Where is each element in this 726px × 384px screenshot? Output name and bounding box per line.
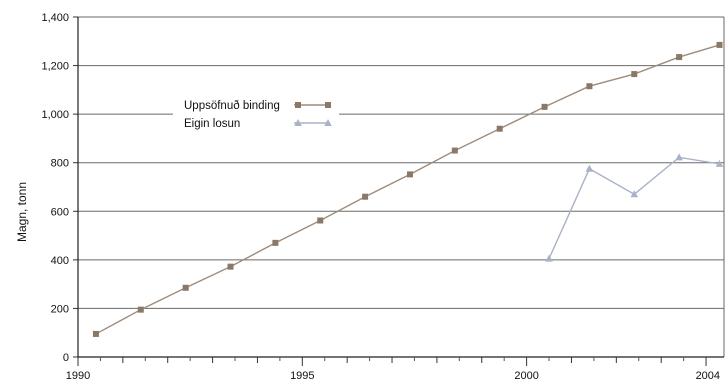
series-line [548,156,720,259]
data-point [182,284,189,291]
legend-label-binding: Uppsöfnuð binding [184,100,280,112]
legend-swatch-losun [294,119,332,126]
data-point [317,217,324,224]
grid-lines [78,16,724,309]
series-1 [545,153,724,262]
data-point [631,71,638,78]
y-tick-label: 1,400 [41,12,69,24]
legend-label-losun: Eigin losun [184,118,240,130]
data-point [545,254,553,262]
data-point [541,103,548,110]
y-tick-label: 600 [51,206,69,218]
legend-marker [325,102,331,108]
data-point [716,41,723,48]
data-point [406,171,413,178]
data-point [137,306,144,313]
data-point [586,83,593,90]
legend-marker [324,119,332,126]
data-point [585,164,594,172]
legend-marker [295,102,301,108]
y-axis-title: Magn, tonn [15,182,29,242]
legend: Uppsöfnuð binding Eigin losun [173,88,339,136]
data-point [227,263,234,270]
y-tick-label: 800 [51,158,69,170]
x-tick-label: 1995 [290,370,314,382]
legend-marker [294,119,302,126]
data-point [272,239,279,246]
x-tick-labels: 1990 1995 2000 2004 [66,370,720,382]
y-tick-label: 400 [51,255,69,267]
x-tick-label: 1990 [66,370,90,382]
y-tick-label: 200 [51,303,69,315]
data-point [715,159,724,167]
data-point [496,125,503,132]
legend-box [173,88,339,136]
x-tick-label: 2004 [696,370,720,382]
data-point [675,153,683,161]
y-tick-label: 0 [63,352,69,364]
x-tick-label: 2000 [514,370,538,382]
y-tick-label: 1,000 [41,109,69,121]
y-tick-label: 1,200 [41,61,69,73]
axes [73,16,725,366]
series [92,41,724,337]
legend-swatch-binding [294,102,331,108]
data-point [362,193,369,200]
data-point [92,330,99,337]
series-0 [92,41,723,337]
data-point [451,147,458,154]
data-point [630,190,639,198]
data-point [676,54,683,61]
y-tick-labels: 0 200 400 600 800 1,000 1,200 1,400 [41,12,69,364]
